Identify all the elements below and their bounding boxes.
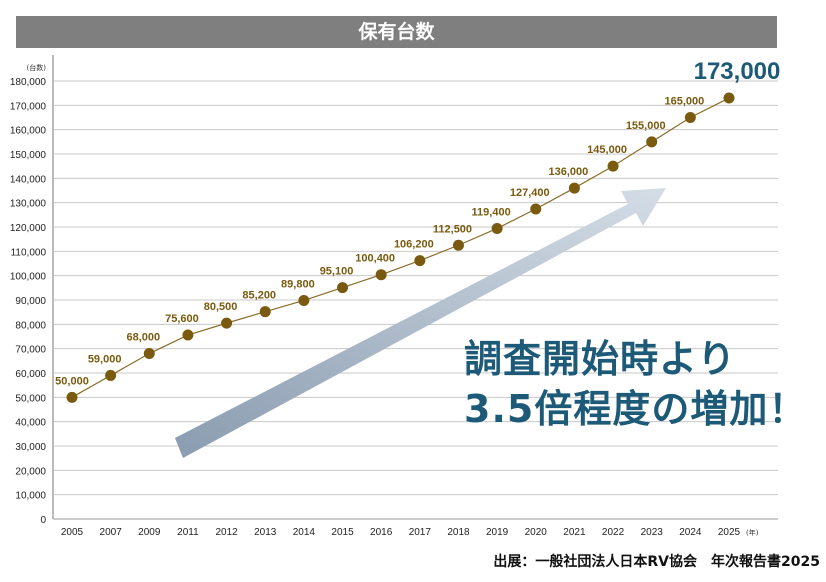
x-tick-label: 2021	[563, 527, 586, 538]
y-tick-label: 70,000	[15, 345, 46, 356]
data-point	[259, 306, 271, 318]
y-tick-label: 180,000	[10, 77, 47, 88]
data-point	[105, 369, 117, 381]
callout-text: 調査開始時より 3.5倍程度の増加！	[464, 334, 807, 434]
x-axis-unit: (年)	[746, 528, 759, 537]
data-label: 165,000	[664, 96, 704, 108]
data-point	[684, 112, 696, 123]
data-label-highlight: 173,000	[694, 58, 781, 85]
y-tick-label: 10,000	[15, 491, 46, 502]
x-tick-label: 2011	[177, 527, 199, 538]
callout-line-1: 調査開始時より	[464, 337, 737, 381]
x-tick-label: 2018	[447, 527, 470, 538]
data-label: 80,500	[204, 301, 238, 313]
y-tick-label: 50,000	[15, 393, 46, 404]
data-point	[298, 294, 310, 306]
data-label: 145,000	[587, 144, 627, 156]
x-tick-label: 2019	[486, 527, 509, 538]
data-point	[66, 391, 78, 403]
source-note: 出展：一般社団法人日本RV協会 年次報告書2025	[493, 554, 820, 570]
data-label: 89,800	[281, 278, 315, 290]
x-tick-label: 2012	[215, 527, 238, 538]
x-tick-label: 2016	[370, 527, 393, 538]
data-label: 100,400	[355, 253, 395, 265]
data-label: 127,400	[510, 187, 550, 199]
chart-title: 保有台数	[16, 16, 777, 48]
data-point	[646, 136, 658, 148]
data-point	[607, 160, 619, 172]
data-point	[530, 203, 542, 215]
y-tick-label: 170,000	[10, 101, 47, 112]
data-label: 136,000	[549, 166, 589, 178]
y-tick-label: 80,000	[15, 320, 46, 331]
y-tick-label: 90,000	[15, 296, 46, 307]
data-label: 59,000	[88, 353, 122, 365]
data-point	[723, 92, 735, 104]
x-tick-label: 2005	[61, 527, 84, 538]
data-point	[221, 317, 233, 329]
y-tick-label: 120,000	[10, 223, 47, 234]
y-tick-label: 140,000	[10, 174, 47, 185]
data-point	[568, 182, 580, 194]
x-tick-label: 2025	[718, 527, 741, 538]
data-label: 155,000	[626, 120, 666, 132]
y-tick-label: 60,000	[15, 369, 46, 380]
data-label: 68,000	[126, 332, 160, 344]
data-label: 75,600	[165, 313, 199, 325]
growth-arrow-icon	[175, 188, 666, 458]
x-tick-label: 2014	[293, 527, 316, 538]
x-tick-label: 2013	[254, 527, 277, 538]
y-tick-label: 40,000	[15, 418, 46, 429]
x-tick-label: 2015	[331, 527, 354, 538]
y-tick-label: 160,000	[10, 126, 47, 137]
y-tick-label: 100,000	[10, 272, 47, 283]
x-tick-label: 2022	[602, 527, 625, 538]
data-label: 119,400	[472, 206, 511, 218]
data-point	[375, 269, 387, 281]
x-tick-label: 2020	[525, 527, 548, 538]
data-point	[414, 255, 426, 267]
data-point	[337, 282, 349, 294]
data-point	[491, 222, 503, 234]
y-tick-label: 130,000	[10, 199, 47, 210]
x-tick-label: 2007	[100, 527, 123, 538]
x-tick-label: 2024	[679, 527, 702, 538]
data-label: 112,500	[433, 223, 472, 235]
data-label: 50,000	[55, 375, 89, 387]
y-tick-label: 150,000	[10, 150, 47, 161]
data-point	[452, 239, 464, 251]
x-tick-label: 2017	[409, 527, 432, 538]
y-axis-label: (台数)	[27, 63, 47, 72]
y-tick-label: 20,000	[15, 466, 46, 477]
x-tick-label: 2009	[138, 527, 161, 538]
series-line	[71, 97, 730, 398]
y-tick-label: 0	[40, 515, 46, 526]
y-tick-label: 30,000	[15, 442, 46, 453]
y-tick-label: 110,000	[11, 247, 47, 258]
data-label: 106,200	[394, 239, 434, 251]
data-label: 85,200	[242, 290, 276, 302]
data-label: 95,100	[320, 266, 354, 278]
callout-line-2: 3.5倍程度の増加！	[464, 387, 808, 431]
data-point	[182, 329, 194, 341]
x-tick-label: 2023	[641, 527, 664, 538]
data-point	[143, 348, 155, 360]
